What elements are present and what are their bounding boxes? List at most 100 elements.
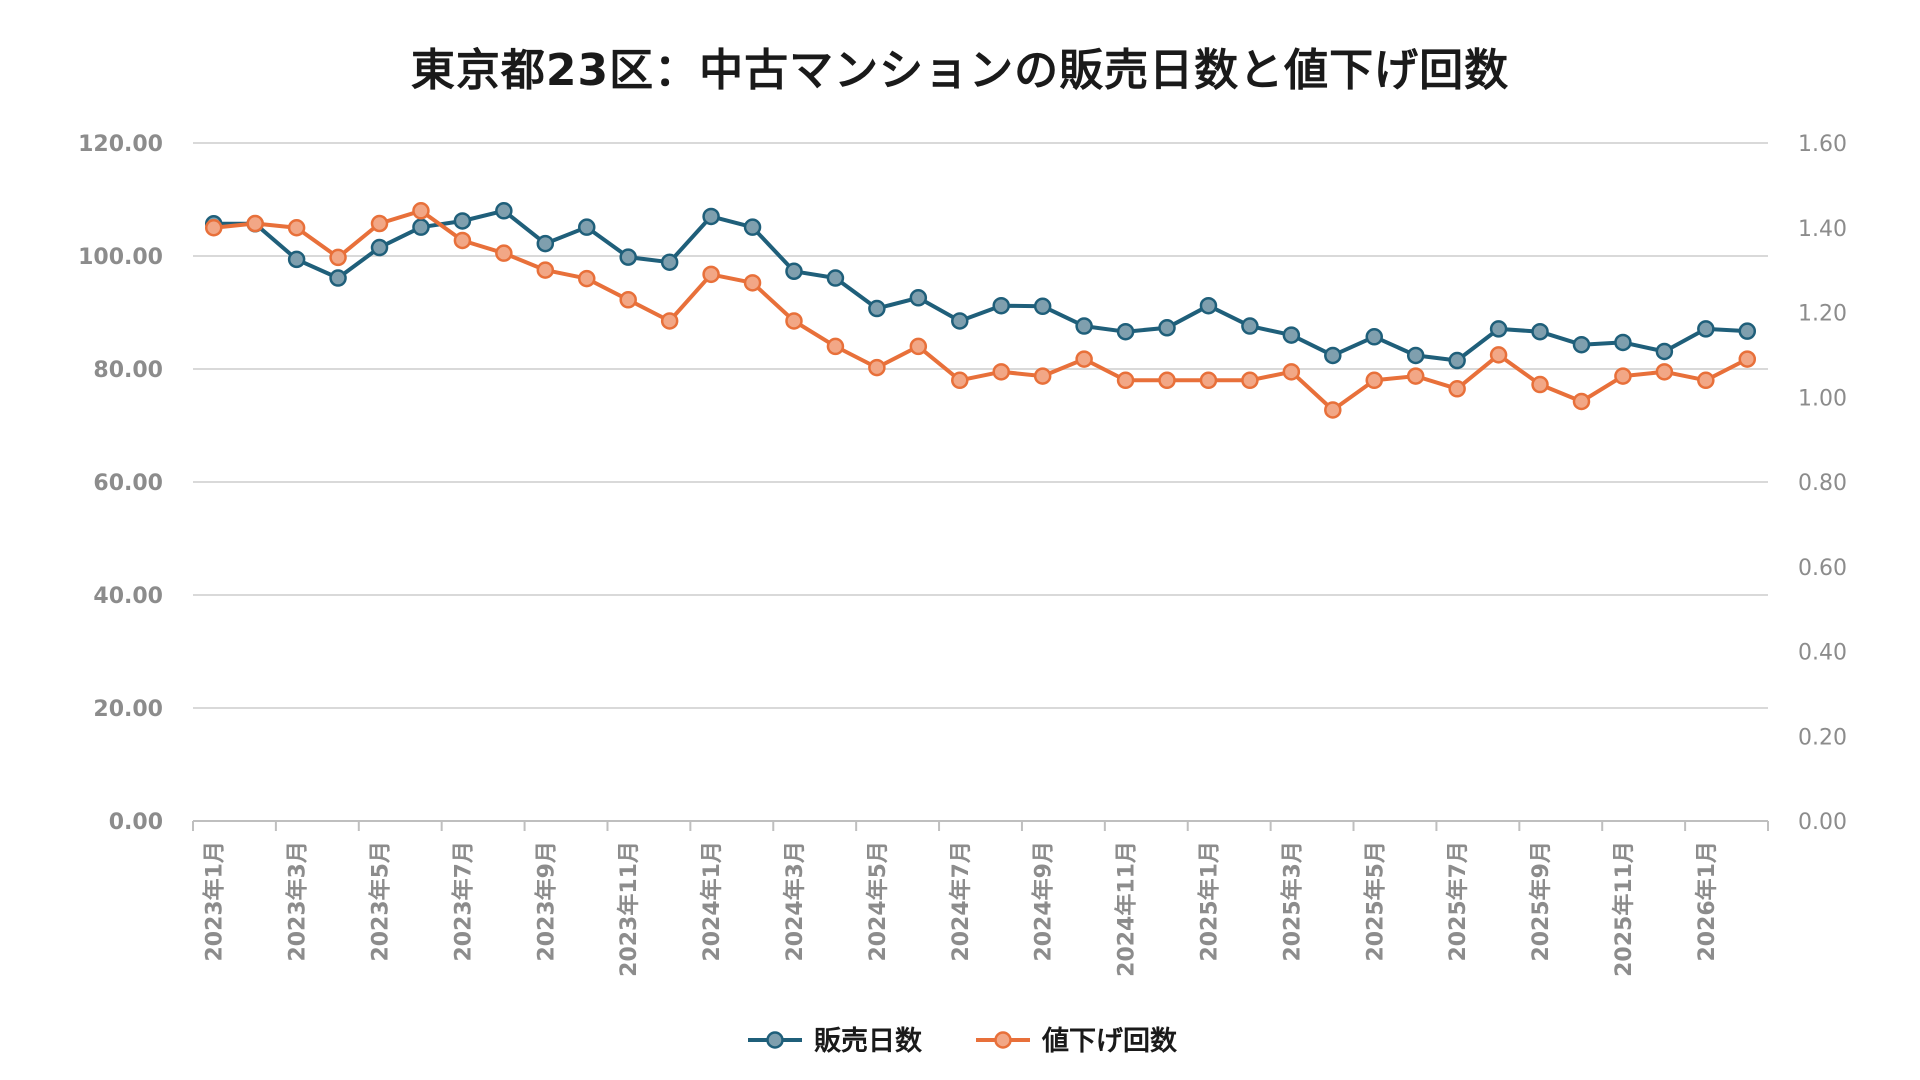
data-point <box>826 337 845 356</box>
data-point <box>495 244 513 262</box>
data-point <box>1033 367 1052 385</box>
data-point <box>1199 371 1218 390</box>
series-1 <box>204 202 1757 370</box>
y-right-tick-label: 0.80 <box>1798 471 1847 496</box>
data-point <box>951 371 969 390</box>
x-tick-label: 2024年1月 <box>699 841 725 962</box>
data-point <box>826 269 845 287</box>
data-point <box>868 299 886 318</box>
data-point <box>204 219 223 237</box>
y-right-tick-label: 0.20 <box>1798 725 1847 750</box>
data-point <box>412 202 430 220</box>
data-point <box>1572 335 1591 354</box>
data-point <box>1489 320 1508 338</box>
y-right-tick-label: 1.00 <box>1798 386 1847 411</box>
data-point <box>1697 320 1715 338</box>
x-tick-label: 2025年7月 <box>1445 841 1471 962</box>
series-line <box>213 208 1749 412</box>
data-point <box>1116 371 1135 390</box>
data-point <box>1572 392 1591 411</box>
data-point <box>536 234 555 253</box>
x-tick-label: 2026年1月 <box>1694 841 1720 962</box>
x-tick-label: 2023年7月 <box>450 841 476 962</box>
data-point <box>992 296 1010 315</box>
y-left-tick-label: 100.00 <box>78 245 163 270</box>
data-point <box>1199 296 1218 315</box>
y-right-tick-label: 0.40 <box>1798 641 1847 666</box>
data-point <box>287 219 306 237</box>
data-point <box>370 238 389 257</box>
data-point <box>743 274 762 292</box>
x-tick-label: 2024年5月 <box>865 841 891 962</box>
data-point <box>1365 371 1383 390</box>
x-tick-label: 2023年9月 <box>533 841 559 962</box>
x-tick-label: 2025年5月 <box>1362 841 1388 962</box>
y-left-tick-label: 80.00 <box>93 358 163 383</box>
data-point <box>1697 371 1715 390</box>
y-right-tick-label: 1.60 <box>1798 132 1847 157</box>
legend-label: 販売日数 <box>814 1026 923 1057</box>
x-tick-label: 2025年1月 <box>1196 841 1222 962</box>
x-tick-label: 2023年3月 <box>285 841 311 962</box>
legend-label: 値下げ回数 <box>1041 1026 1178 1057</box>
series-2 <box>204 202 1757 419</box>
legend-marker <box>766 1031 784 1049</box>
y-right-tick-label: 0.60 <box>1798 556 1847 581</box>
data-point <box>1614 367 1632 385</box>
data-point <box>1033 297 1052 316</box>
data-point <box>453 231 472 250</box>
data-point <box>1075 317 1093 335</box>
data-point <box>660 253 679 271</box>
series-line <box>213 208 1748 363</box>
data-point <box>1406 367 1425 385</box>
data-point <box>1406 346 1425 365</box>
y-left-tick-label: 0.00 <box>109 810 163 835</box>
data-point <box>1655 363 1674 381</box>
data-point <box>702 207 720 226</box>
data-point <box>743 218 762 236</box>
data-point <box>1158 371 1176 390</box>
data-point <box>868 358 886 377</box>
data-point <box>992 363 1010 381</box>
data-point <box>785 262 803 281</box>
data-point <box>951 312 969 330</box>
data-point <box>1324 346 1342 365</box>
data-point <box>1282 363 1301 381</box>
data-point <box>702 265 720 284</box>
y-left-tick-label: 60.00 <box>93 471 163 496</box>
y-left-tick-label: 20.00 <box>93 697 163 722</box>
x-tick-label: 2024年9月 <box>1031 841 1057 962</box>
x-tick-label: 2024年3月 <box>782 841 808 962</box>
data-point <box>1075 350 1093 368</box>
data-point <box>909 289 928 307</box>
data-point <box>1448 380 1466 398</box>
y-right-tick-label: 1.40 <box>1798 217 1847 242</box>
legend-marker <box>994 1031 1012 1049</box>
data-point <box>619 248 637 266</box>
data-point <box>1531 322 1549 341</box>
y-left-tick-label: 120.00 <box>78 132 163 157</box>
x-tick-label: 2025年11月 <box>1611 841 1637 977</box>
data-point <box>578 218 596 236</box>
data-point <box>578 269 596 288</box>
data-point <box>1738 322 1757 340</box>
data-point <box>1241 371 1259 390</box>
legend-item-2: 値下げ回数 <box>976 1026 1178 1057</box>
data-point <box>329 269 347 287</box>
data-point <box>619 291 637 309</box>
data-point <box>536 261 555 279</box>
data-point <box>1489 346 1508 364</box>
data-point <box>1282 326 1301 344</box>
data-point <box>1738 350 1757 368</box>
data-point <box>495 202 513 220</box>
data-point <box>1448 351 1466 370</box>
data-point <box>785 312 803 330</box>
x-tick-label: 2025年3月 <box>1279 841 1305 962</box>
x-tick-label: 2023年5月 <box>368 841 394 962</box>
gridlines <box>193 142 1768 709</box>
data-point <box>1241 317 1259 335</box>
data-point <box>909 337 928 356</box>
data-point <box>1655 342 1674 361</box>
